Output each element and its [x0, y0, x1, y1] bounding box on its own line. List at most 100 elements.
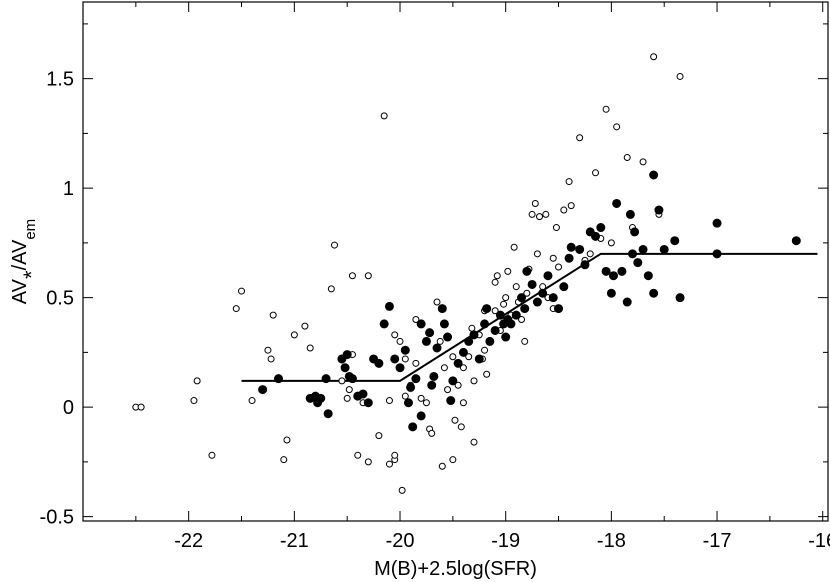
filled-point — [601, 266, 611, 276]
open-point — [491, 307, 499, 315]
open-point — [348, 272, 356, 280]
open-point — [552, 224, 560, 232]
open-point — [345, 386, 353, 394]
filled-point — [464, 336, 474, 346]
filled-point — [554, 304, 564, 314]
open-point — [436, 337, 444, 345]
x-tick-label: -16 — [808, 530, 830, 552]
filled-point — [406, 382, 416, 392]
filled-point — [617, 266, 627, 276]
open-point — [454, 381, 462, 389]
open-point — [440, 364, 448, 372]
open-point — [470, 377, 478, 385]
filled-point — [625, 209, 635, 219]
y-axis-label-mid: /AV — [9, 239, 31, 270]
open-point — [264, 346, 272, 354]
open-point — [531, 199, 539, 207]
filled-point — [323, 409, 333, 419]
filled-point — [511, 310, 521, 320]
open-point — [523, 289, 531, 297]
filled-point — [566, 242, 576, 252]
filled-point — [630, 227, 640, 237]
x-tick-label: -19 — [491, 530, 520, 552]
open-point — [500, 300, 508, 308]
open-point — [459, 364, 467, 372]
open-point — [565, 178, 573, 186]
filled-point — [659, 244, 669, 254]
open-point — [190, 397, 198, 405]
open-point — [398, 486, 406, 494]
open-point — [533, 250, 541, 258]
axis-ticks — [83, 2, 828, 521]
filled-point — [448, 376, 458, 386]
filled-point — [628, 249, 638, 259]
open-point — [433, 298, 441, 306]
x-tick-label: -20 — [386, 530, 415, 552]
open-point — [592, 169, 600, 177]
open-point — [232, 305, 240, 313]
open-point — [459, 399, 467, 407]
open-point — [586, 250, 594, 258]
filled-point — [321, 374, 331, 384]
filled-point — [517, 293, 527, 303]
filled-point — [495, 310, 505, 320]
open-point — [623, 153, 631, 161]
open-point — [208, 451, 216, 459]
open-point — [422, 399, 430, 407]
axis-tick-labels: -22 -21 -20 -19 -18 -17 -16 -0.5 0 0.5 1 1.5 — [40, 69, 830, 552]
filled-point — [580, 260, 590, 270]
open-point — [449, 353, 457, 361]
plot-frame — [82, 1, 829, 522]
open-point — [555, 263, 563, 271]
filled-point — [638, 244, 648, 254]
y-axis-label: AV*/AVem — [9, 219, 44, 304]
filled-point — [458, 347, 468, 357]
filled-point — [485, 336, 495, 346]
filled-point — [527, 279, 537, 289]
filled-point — [501, 332, 511, 342]
open-point — [444, 386, 452, 394]
x-tick-label: -22 — [174, 530, 203, 552]
open-point — [451, 416, 459, 424]
open-point — [602, 105, 610, 113]
filled-point — [258, 385, 268, 395]
y-tick-label: 1.5 — [46, 69, 74, 91]
open-point — [290, 331, 298, 339]
x-tick-label: -18 — [597, 530, 626, 552]
open-point — [396, 337, 404, 345]
x-tick-label: -21 — [280, 530, 309, 552]
filled-point — [564, 253, 574, 263]
open-point — [417, 394, 425, 402]
filled-point — [612, 198, 622, 208]
open-point — [481, 346, 489, 354]
filled-point — [443, 332, 453, 342]
open-point — [380, 112, 388, 120]
open-point — [364, 272, 372, 280]
filled-point — [606, 288, 616, 298]
filled-point — [408, 422, 418, 432]
open-point — [364, 458, 372, 466]
open-point — [560, 206, 568, 214]
open-point — [449, 456, 457, 464]
open-point — [502, 294, 510, 302]
filled-point — [347, 374, 357, 384]
filled-point — [575, 244, 585, 254]
y-axis-label-sub1: * — [19, 270, 44, 279]
filled-point — [425, 328, 435, 338]
open-point — [676, 72, 684, 80]
filled-point — [622, 297, 632, 307]
filled-point — [421, 336, 431, 346]
open-point — [401, 355, 409, 363]
filled-point — [363, 398, 373, 408]
open-point — [306, 344, 314, 352]
y-tick-label: -0.5 — [40, 507, 74, 529]
filled-point — [439, 319, 449, 329]
open-point — [327, 285, 335, 293]
filled-point — [384, 301, 394, 311]
open-point — [137, 403, 145, 411]
open-point — [491, 278, 499, 286]
filled-point — [446, 396, 456, 406]
filled-point — [532, 297, 542, 307]
open-point — [385, 397, 393, 405]
open-point — [269, 311, 277, 319]
